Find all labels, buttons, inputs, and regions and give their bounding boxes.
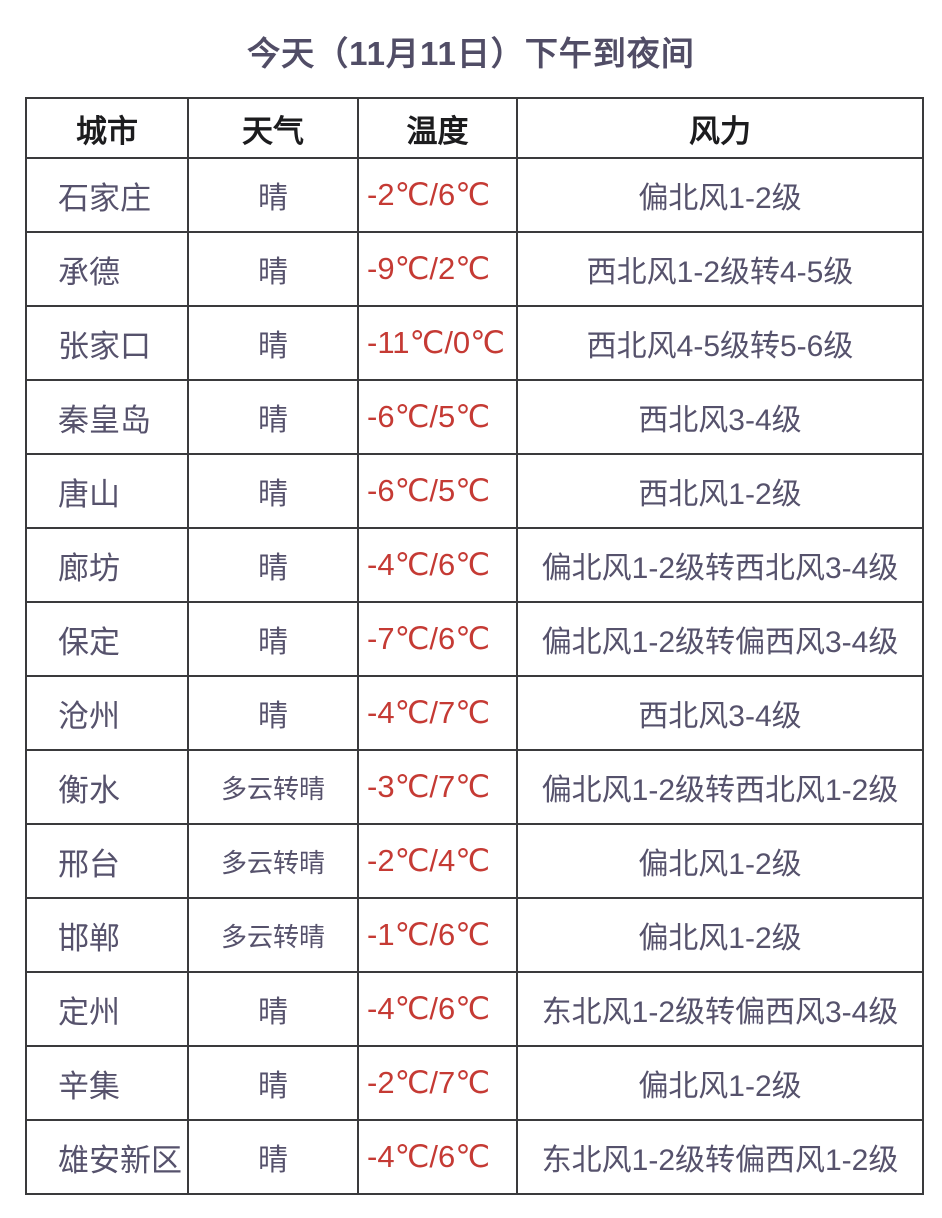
weather-table: 城市 天气 温度 风力 石家庄 晴 -2℃/6℃ 偏北风1-2级 承德 晴 -9… xyxy=(25,97,924,1195)
weather-cell: 晴 xyxy=(187,453,359,529)
temperature-cell: -6℃/5℃ xyxy=(357,379,518,455)
weather-cell: 多云转晴 xyxy=(187,749,359,825)
city-cell: 唐山 xyxy=(25,453,189,529)
wind-cell: 西北风3-4级 xyxy=(516,379,924,455)
city-cell: 保定 xyxy=(25,601,189,677)
temperature-cell: -6℃/5℃ xyxy=(357,453,518,529)
city-cell: 衡水 xyxy=(25,749,189,825)
table-row: 衡水 多云转晴 -3℃/7℃ 偏北风1-2级转西北风1-2级 xyxy=(25,749,924,825)
table-row: 承德 晴 -9℃/2℃ 西北风1-2级转4-5级 xyxy=(25,231,924,307)
wind-cell: 偏北风1-2级 xyxy=(516,823,924,899)
city-cell: 沧州 xyxy=(25,675,189,751)
wind-cell: 西北风3-4级 xyxy=(516,675,924,751)
wind-cell: 西北风1-2级转4-5级 xyxy=(516,231,924,307)
page-title: 今天（11月11日）下午到夜间 xyxy=(247,35,695,72)
temperature-cell: -4℃/7℃ xyxy=(357,675,518,751)
wind-cell: 偏北风1-2级转西北风3-4级 xyxy=(516,527,924,603)
weather-cell: 晴 xyxy=(187,1045,359,1121)
weather-cell: 晴 xyxy=(187,379,359,455)
table-row: 沧州 晴 -4℃/7℃ 西北风3-4级 xyxy=(25,675,924,751)
wind-cell: 偏北风1-2级 xyxy=(516,897,924,973)
wind-cell: 东北风1-2级转偏西风3-4级 xyxy=(516,971,924,1047)
temperature-cell: -9℃/2℃ xyxy=(357,231,518,307)
table-row: 邢台 多云转晴 -2℃/4℃ 偏北风1-2级 xyxy=(25,823,924,899)
weather-cell: 晴 xyxy=(187,305,359,381)
city-cell: 张家口 xyxy=(25,305,189,381)
table-row: 唐山 晴 -6℃/5℃ 西北风1-2级 xyxy=(25,453,924,529)
header-city: 城市 xyxy=(25,97,189,159)
city-cell: 廊坊 xyxy=(25,527,189,603)
city-cell: 辛集 xyxy=(25,1045,189,1121)
temperature-cell: -1℃/6℃ xyxy=(357,897,518,973)
table-row: 定州 晴 -4℃/6℃ 东北风1-2级转偏西风3-4级 xyxy=(25,971,924,1047)
weather-cell: 晴 xyxy=(187,157,359,233)
temperature-cell: -3℃/7℃ xyxy=(357,749,518,825)
table-row: 秦皇岛 晴 -6℃/5℃ 西北风3-4级 xyxy=(25,379,924,455)
wind-cell: 偏北风1-2级转西北风1-2级 xyxy=(516,749,924,825)
weather-cell: 多云转晴 xyxy=(187,823,359,899)
table-row: 辛集 晴 -2℃/7℃ 偏北风1-2级 xyxy=(25,1045,924,1121)
city-cell: 秦皇岛 xyxy=(25,379,189,455)
temperature-cell: -2℃/7℃ xyxy=(357,1045,518,1121)
wind-cell: 偏北风1-2级转偏西风3-4级 xyxy=(516,601,924,677)
header-wind: 风力 xyxy=(516,97,924,159)
weather-cell: 晴 xyxy=(187,527,359,603)
temperature-cell: -7℃/6℃ xyxy=(357,601,518,677)
weather-cell: 晴 xyxy=(187,231,359,307)
city-cell: 邢台 xyxy=(25,823,189,899)
wind-cell: 西北风1-2级 xyxy=(516,453,924,529)
city-cell: 雄安新区 xyxy=(25,1119,189,1195)
table-row: 石家庄 晴 -2℃/6℃ 偏北风1-2级 xyxy=(25,157,924,233)
wind-cell: 西北风4-5级转5-6级 xyxy=(516,305,924,381)
city-cell: 邯郸 xyxy=(25,897,189,973)
wind-cell: 东北风1-2级转偏西风1-2级 xyxy=(516,1119,924,1195)
temperature-cell: -11℃/0℃ xyxy=(357,305,518,381)
table-row: 雄安新区 晴 -4℃/6℃ 东北风1-2级转偏西风1-2级 xyxy=(25,1119,924,1195)
wind-cell: 偏北风1-2级 xyxy=(516,157,924,233)
weather-cell: 晴 xyxy=(187,675,359,751)
table-row: 廊坊 晴 -4℃/6℃ 偏北风1-2级转西北风3-4级 xyxy=(25,527,924,603)
table-row: 邯郸 多云转晴 -1℃/6℃ 偏北风1-2级 xyxy=(25,897,924,973)
header-weather: 天气 xyxy=(187,97,359,159)
weather-cell: 晴 xyxy=(187,601,359,677)
weather-table-header: 城市 天气 温度 风力 xyxy=(25,97,924,159)
table-row: 保定 晴 -7℃/6℃ 偏北风1-2级转偏西风3-4级 xyxy=(25,601,924,677)
weather-table-body: 石家庄 晴 -2℃/6℃ 偏北风1-2级 承德 晴 -9℃/2℃ 西北风1-2级… xyxy=(25,157,924,1195)
wind-cell: 偏北风1-2级 xyxy=(516,1045,924,1121)
temperature-cell: -4℃/6℃ xyxy=(357,971,518,1047)
weather-cell: 多云转晴 xyxy=(187,897,359,973)
header-temperature: 温度 xyxy=(357,97,518,159)
temperature-cell: -4℃/6℃ xyxy=(357,1119,518,1195)
city-cell: 石家庄 xyxy=(25,157,189,233)
city-cell: 承德 xyxy=(25,231,189,307)
temperature-cell: -2℃/4℃ xyxy=(357,823,518,899)
temperature-cell: -2℃/6℃ xyxy=(357,157,518,233)
table-row: 张家口 晴 -11℃/0℃ 西北风4-5级转5-6级 xyxy=(25,305,924,381)
weather-cell: 晴 xyxy=(187,1119,359,1195)
temperature-cell: -4℃/6℃ xyxy=(357,527,518,603)
weather-cell: 晴 xyxy=(187,971,359,1047)
header-row: 城市 天气 温度 风力 xyxy=(25,97,924,159)
city-cell: 定州 xyxy=(25,971,189,1047)
